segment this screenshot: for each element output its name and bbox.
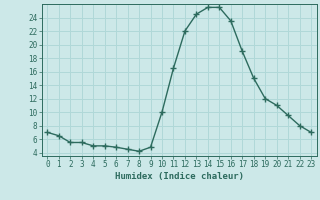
X-axis label: Humidex (Indice chaleur): Humidex (Indice chaleur) [115, 172, 244, 181]
